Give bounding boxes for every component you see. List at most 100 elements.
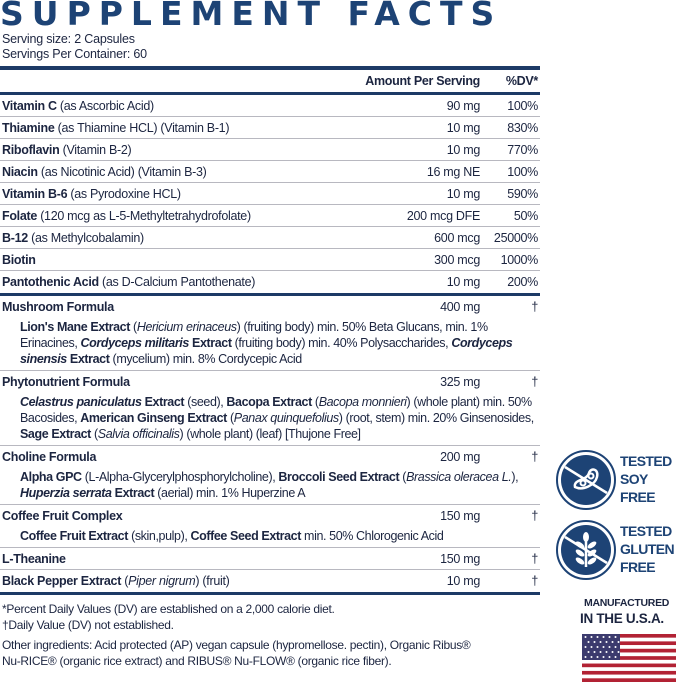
flag-stripe	[582, 656, 676, 661]
flag-star	[584, 646, 587, 648]
nutrient-name: Vitamin B-6 (as Pyrodoxine HCL)	[2, 186, 181, 201]
blend-amount: 150 mg	[440, 551, 480, 566]
nutrient-dv: 50%	[513, 208, 538, 223]
serving-size: Serving size: 2 Capsules	[2, 32, 135, 46]
blend-row: Black Pepper Extract (Piper nigrum) (fru…	[0, 570, 540, 592]
flag-star	[599, 651, 602, 653]
nutrient-name: Riboflavin (Vitamin B-2)	[2, 142, 132, 157]
flag-stripe	[582, 663, 676, 668]
flag-star	[599, 641, 602, 643]
blend-dv: †	[531, 574, 538, 588]
flag-star	[602, 656, 605, 658]
flag-stripe	[582, 670, 676, 675]
blend-amount: 10 mg	[446, 574, 481, 588]
flag-star	[617, 641, 620, 643]
flag-stripe	[582, 645, 676, 649]
gluten-free-label: TESTED GLUTEN FREE	[620, 522, 675, 576]
soy-free-label: TESTED SOY FREE	[620, 452, 672, 506]
nutrient-amount: 200 mcg DFE	[406, 208, 480, 223]
flag-stripe	[582, 674, 676, 679]
nutrient-amount: 10 mg	[446, 120, 481, 135]
flag-star	[596, 636, 599, 638]
blend-name: Mushroom Formula	[2, 300, 114, 314]
amount-header: Amount Per Serving	[365, 74, 480, 88]
flag-stripe	[582, 652, 676, 657]
blend-name: Black Pepper Extract (Piper nigrum) (fru…	[2, 574, 230, 588]
blend-ingredients: Alpha GPC (L-Alpha-Glycerylphosphorylcho…	[0, 468, 540, 505]
badge-line: TESTED	[620, 523, 672, 539]
flag-star	[602, 646, 605, 648]
flag-star	[611, 641, 614, 643]
blend-row: Coffee Fruit Complex 150 mg †	[0, 505, 540, 527]
blend-dv: †	[531, 375, 538, 389]
nutrient-name: Niacin (as Nicotinic Acid) (Vitamin B-3)	[2, 164, 207, 179]
flag-star	[614, 656, 617, 658]
flag-star	[608, 646, 611, 648]
blend-ingredients: Coffee Fruit Extract (skin,pulp), Coffee…	[0, 527, 540, 548]
blend-amount: 200 mg	[440, 450, 480, 464]
flag-stripe	[582, 637, 676, 642]
nutrient-amount: 10 mg	[446, 142, 481, 157]
dv-footnote: *Percent Daily Values (DV) are establish…	[2, 602, 335, 616]
blend-dv: †	[531, 300, 538, 314]
nutrient-dv: 25000%	[493, 230, 538, 245]
flag-star	[590, 636, 593, 638]
divider	[0, 92, 540, 95]
flag-stripe	[582, 667, 676, 672]
flag-star	[611, 651, 614, 653]
flag-star	[584, 656, 587, 658]
flag-star	[587, 651, 590, 653]
badge-line: FREE	[620, 559, 656, 575]
flag-star	[614, 636, 617, 638]
nutrient-row: Pantothenic Acid (as D-Calcium Pantothen…	[0, 271, 540, 293]
nutrient-name: Vitamin C (as Ascorbic Acid)	[2, 98, 154, 113]
flag-star	[617, 651, 620, 653]
nutrient-row: Vitamin B-6 (as Pyrodoxine HCL) 10 mg 590%	[0, 183, 540, 205]
nutrient-amount: 90 mg	[446, 98, 481, 113]
nutrient-dv: 830%	[507, 120, 538, 135]
nutrient-row: B-12 (as Methylcobalamin) 600 mcg 25000%	[0, 227, 540, 249]
flag-star	[587, 641, 590, 643]
nutrient-amount: 16 mg NE	[426, 164, 480, 179]
nutrient-amount: 600 mcg	[434, 230, 480, 245]
nutrient-dv: 770%	[507, 142, 538, 157]
blend-ingredients: Lion's Mane Extract (Hericium erinaceus)…	[0, 318, 540, 371]
nutrient-name: Folate (120 mcg as L-5-Methyltetrahydrof…	[2, 208, 251, 223]
other-ingredients-1: Other ingredients: Acid protected (AP) v…	[2, 638, 471, 652]
blend-row: L-Theanine 150 mg †	[0, 548, 540, 570]
nutrient-name: Pantothenic Acid (as D-Calcium Pantothen…	[2, 275, 256, 289]
nutrient-dv: 200%	[507, 275, 538, 289]
flag-star	[614, 646, 617, 648]
usa-label: IN THE U.S.A.	[580, 611, 664, 626]
divider	[0, 293, 540, 296]
blend-amount: 325 mg	[440, 375, 480, 389]
nutrient-amount: 10 mg	[446, 275, 481, 289]
nutrient-dv: 100%	[507, 164, 538, 179]
dv-header: %DV*	[505, 74, 538, 88]
nutrient-row: Vitamin C (as Ascorbic Acid) 90 mg 100%	[0, 95, 540, 117]
gluten-free-icon	[556, 520, 616, 580]
flag-star	[593, 651, 596, 653]
blend-amount: 400 mg	[440, 300, 480, 314]
other-ingredients-2: Nu-RICE® (organic rice extract) and RIBU…	[2, 654, 392, 668]
flag-star	[596, 646, 599, 648]
blend-amount: 150 mg	[440, 509, 480, 523]
us-flag-icon	[582, 634, 676, 682]
page-title: SUPPLEMENT FACTS	[0, 0, 503, 33]
flag-star	[593, 641, 596, 643]
badge-line: GLUTEN	[620, 541, 675, 557]
flag-stripe	[582, 648, 676, 653]
blend-name: Phytonutrient Formula	[2, 375, 130, 389]
blend-dv: †	[531, 450, 538, 464]
flag-star	[596, 656, 599, 658]
flag-star	[584, 636, 587, 638]
blend-dv: †	[531, 509, 538, 523]
nutrient-amount: 10 mg	[446, 186, 481, 201]
nutrient-dv: 590%	[507, 186, 538, 201]
footnotes: *Percent Daily Values (DV) are establish…	[0, 601, 575, 669]
flag-canton	[582, 634, 620, 660]
nutrient-row: Riboflavin (Vitamin B-2) 10 mg 770%	[0, 139, 540, 161]
flag-stripe	[582, 659, 676, 664]
divider	[0, 592, 540, 595]
blend-ingredients: Celastrus paniculatus Extract (seed), Ba…	[0, 393, 540, 446]
